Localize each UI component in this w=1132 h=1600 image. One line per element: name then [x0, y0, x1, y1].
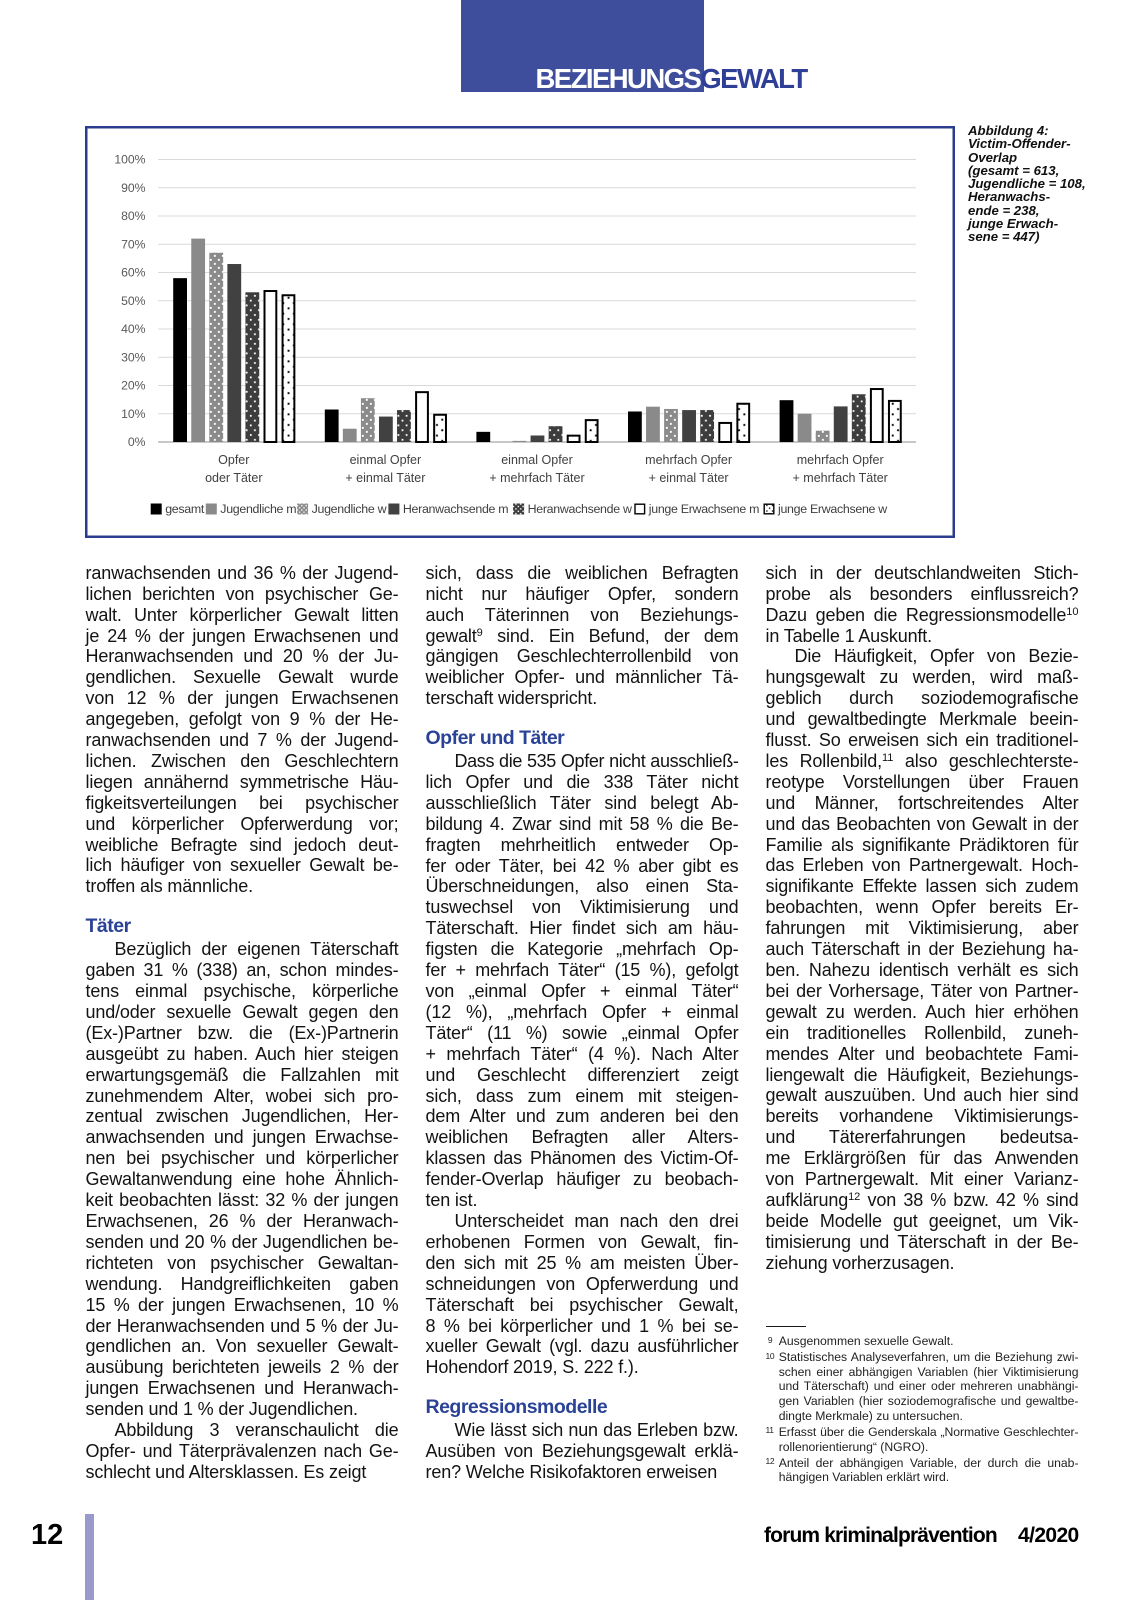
svg-text:Heranwachsende m: Heranwachsende m: [403, 502, 508, 516]
svg-text:junge Erwachsene m: junge Erwachsene m: [648, 502, 759, 516]
svg-text:+ mehrfach Täter: + mehrfach Täter: [489, 471, 584, 485]
svg-text:40%: 40%: [121, 322, 146, 336]
svg-text:Jugendliche m: Jugendliche m: [220, 502, 296, 516]
svg-text:+ mehrfach Täter: + mehrfach Täter: [793, 471, 888, 485]
svg-text:50%: 50%: [121, 294, 146, 308]
svg-text:60%: 60%: [121, 266, 146, 280]
svg-text:70%: 70%: [121, 238, 146, 252]
svg-text:0%: 0%: [128, 435, 146, 449]
svg-text:90%: 90%: [121, 181, 146, 195]
svg-text:gesamt: gesamt: [165, 502, 205, 516]
svg-text:100%: 100%: [114, 153, 145, 167]
svg-text:+ einmal Täter: + einmal Täter: [345, 471, 425, 485]
svg-text:oder Täter: oder Täter: [205, 471, 262, 485]
svg-text:Heranwachsende w: Heranwachsende w: [528, 502, 632, 516]
svg-text:junge Erwachsene w: junge Erwachsene w: [777, 502, 887, 516]
svg-text:30%: 30%: [121, 350, 146, 364]
svg-text:einmal Opfer: einmal Opfer: [501, 453, 573, 467]
svg-text:mehrfach Opfer: mehrfach Opfer: [797, 453, 884, 467]
svg-text:10%: 10%: [121, 407, 146, 421]
svg-text:Opfer: Opfer: [218, 453, 249, 467]
svg-text:Jugendliche w: Jugendliche w: [312, 502, 387, 516]
svg-text:einmal Opfer: einmal Opfer: [350, 453, 422, 467]
svg-text:mehrfach Opfer: mehrfach Opfer: [645, 453, 732, 467]
svg-text:80%: 80%: [121, 209, 146, 223]
svg-text:20%: 20%: [121, 379, 146, 393]
svg-text:+ einmal Täter: + einmal Täter: [649, 471, 729, 485]
